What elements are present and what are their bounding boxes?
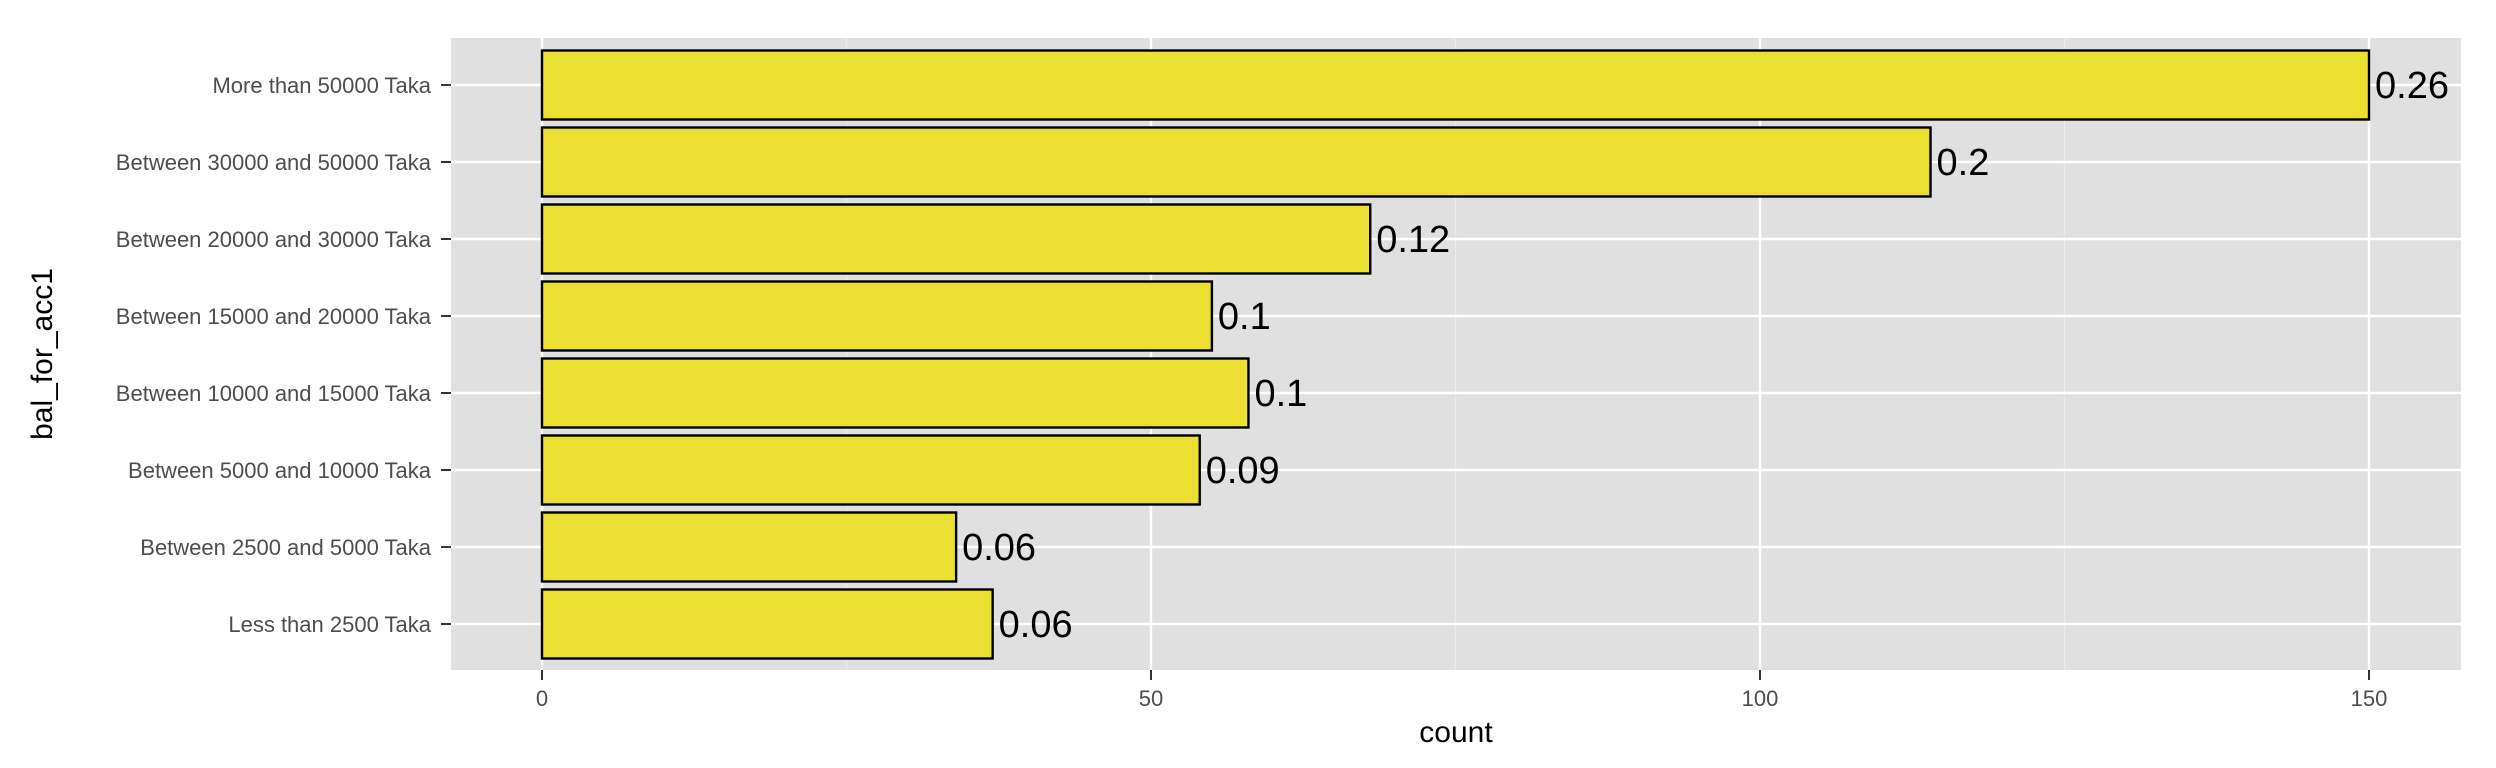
bar-value-label: 0.09 — [1206, 450, 1280, 492]
bar — [540, 126, 1932, 198]
y-tick-label: Less than 2500 Taka — [228, 612, 431, 637]
bar — [540, 280, 1214, 352]
y-axis: More than 50000 Taka Between 30000 and 50… — [116, 73, 451, 637]
bar — [540, 434, 1201, 506]
bar-value-label: 0.1 — [1254, 373, 1307, 415]
y-tick-label: Between 15000 and 20000 Taka — [116, 304, 432, 329]
y-axis-title: bal_for_acc1 — [26, 268, 59, 440]
x-tick-label: 0 — [536, 686, 548, 711]
bar-value-label: 0.06 — [962, 527, 1036, 569]
y-tick-label: Between 2500 and 5000 Taka — [140, 535, 431, 560]
y-tick-label: More than 50000 Taka — [212, 73, 431, 98]
bar-value-label: 0.1 — [1218, 296, 1271, 338]
y-tick-label: Between 5000 and 10000 Taka — [128, 458, 432, 483]
bar-labels: 0.26 0.2 0.12 0.1 0.1 0.09 0.06 0.06 — [962, 65, 2449, 646]
y-tick-label: Between 20000 and 30000 Taka — [116, 227, 432, 252]
y-tick-label: Between 10000 and 15000 Taka — [116, 381, 432, 406]
bar-value-label: 0.12 — [1376, 219, 1450, 261]
x-tick-label: 150 — [2351, 686, 2388, 711]
x-axis-title: count — [1419, 716, 1493, 749]
bar — [540, 357, 1250, 429]
bar — [540, 511, 958, 583]
bar-value-label: 0.26 — [2375, 65, 2449, 107]
x-axis: 0 50 100 150 — [536, 670, 2387, 711]
x-tick-label: 100 — [1742, 686, 1779, 711]
bar — [540, 49, 2371, 121]
bar-value-label: 0.2 — [1937, 142, 1990, 184]
bar-value-label: 0.06 — [999, 604, 1073, 646]
x-tick-label: 50 — [1139, 686, 1163, 711]
bar — [540, 588, 994, 660]
bar — [540, 203, 1372, 275]
bars — [540, 49, 2371, 660]
y-tick-label: Between 30000 and 50000 Taka — [116, 150, 432, 175]
